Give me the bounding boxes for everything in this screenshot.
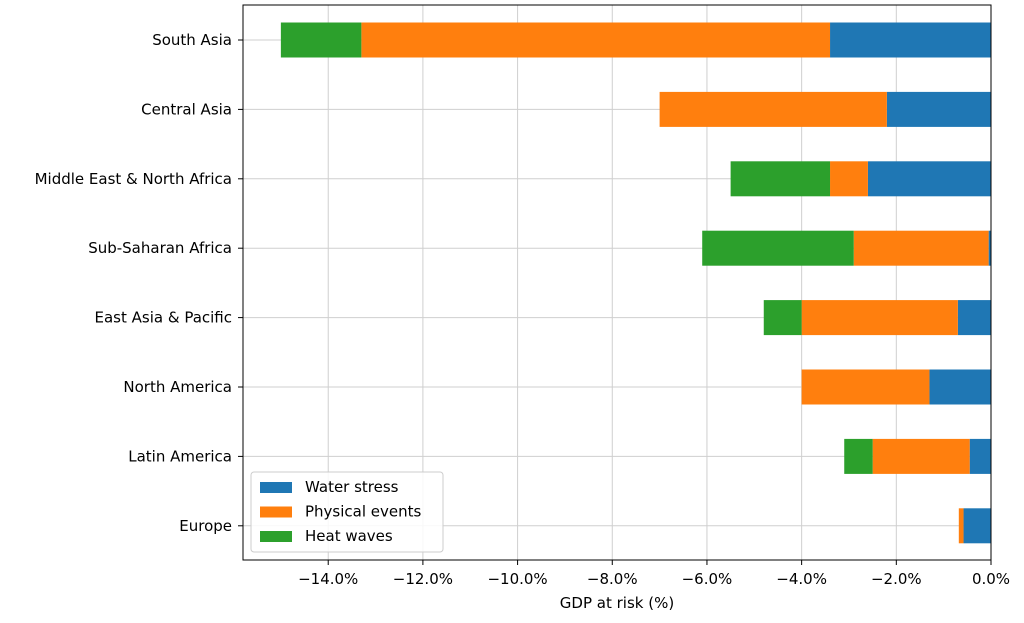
legend-label-heat-waves: Heat waves [305,527,393,545]
x-axis-ticks: −14.0% −12.0% −10.0% −8.0% −6.0% −4.0% −2.0% 0.… [298,560,1010,588]
legend-label-physical-events: Physical events [305,503,422,521]
bar-water-stress-sub-saharan-africa [988,230,991,266]
legend-box [250,471,444,553]
bar-heat-waves-south-asia [280,22,362,58]
x-tick-label: −14.0% [298,570,358,588]
x-tick-label: −4.0% [776,570,827,588]
bar-water-stress-europe [963,508,991,544]
y-tick-label: Middle East & North Africa [35,170,232,188]
bar-heat-waves-sub-saharan-africa [702,230,854,266]
y-tick-label: South Asia [152,31,232,49]
y-tick-label: Sub-Saharan Africa [88,239,232,257]
bar-physical-events-central-asia [659,91,887,127]
y-tick-label: Europe [179,517,232,535]
bar-water-stress-south-asia [830,22,991,58]
bar-physical-events-east-asia-pacific [801,300,958,336]
bar-physical-events-latin-america [872,438,970,474]
legend-swatch-heat-waves [260,531,292,542]
legend: Water stress Physical events Heat waves [250,471,444,553]
legend-swatch-water-stress [260,482,292,493]
bar-physical-events-north-america [801,369,930,405]
legend-swatch-physical-events [260,506,292,518]
bar-water-stress-middle-east-north-africa [867,161,991,197]
x-axis-title: GDP at risk (%) [560,594,674,612]
x-tick-label: −2.0% [871,570,922,588]
plot-frame [242,4,992,561]
y-axis-ticks: South Asia Central Asia Middle East & Nort… [35,31,243,535]
bar-heat-waves-middle-east-north-africa [730,161,831,197]
bar-physical-events-south-asia [361,22,831,58]
bar-water-stress-east-asia-pacific [957,300,991,336]
bar-heat-waves-latin-america [844,438,873,474]
x-tick-label: −6.0% [682,570,733,588]
legend-label-water-stress: Water stress [305,478,399,496]
bar-water-stress-central-asia [886,91,991,127]
x-tick-label: −10.0% [487,570,547,588]
bar-physical-events-europe [958,508,964,544]
bar-heat-waves-east-asia-pacific [763,300,802,336]
x-tick-label: −8.0% [587,570,638,588]
bar-water-stress-latin-america [969,438,991,474]
x-tick-label: 0.0% [972,570,1010,588]
bar-physical-events-middle-east-north-africa [830,161,868,197]
y-tick-label: Latin America [128,447,232,465]
y-tick-label: North America [123,378,232,396]
x-tick-label: −12.0% [393,570,453,588]
bars [280,22,991,544]
y-tick-label: Central Asia [141,100,232,118]
y-tick-label: East Asia & Pacific [95,309,232,327]
bar-physical-events-sub-saharan-africa [853,230,989,266]
bar-water-stress-north-america [929,369,991,405]
